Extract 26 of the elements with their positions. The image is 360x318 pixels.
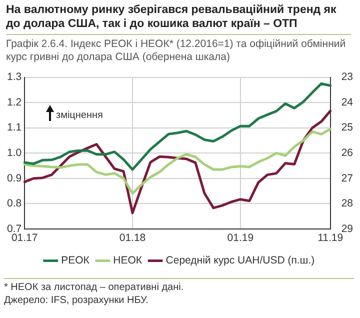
y2-tick-label: 29 (341, 222, 354, 235)
legend-label: РЕОК (61, 254, 90, 267)
annotation: зміцнення (56, 110, 103, 121)
x-tick-label: 01.19 (227, 232, 254, 244)
y2-tick-label: 26 (341, 146, 354, 159)
y-tick-label: 1.0 (6, 146, 22, 159)
y2-tick-label: 28 (341, 198, 354, 210)
y-tick-label: 1.1 (6, 122, 22, 134)
y2-tick-label: 23 (341, 71, 354, 84)
text: Джерело: IFS, розрахунки НБУ. (4, 295, 148, 306)
y-tick-label: 1.2 (6, 96, 22, 108)
chart-subtitle: Графік 2.6.4. Індекс РЕОК і НЕОК* (12.2016=1) та офіційний обмінний курс гривні до долара США (обернена шкала) (6, 38, 347, 64)
text: * НЕОК за листопад – оперативні дані. (4, 282, 184, 293)
y2-tick-label: 25 (341, 122, 354, 134)
x-tick-label: 01.17 (11, 232, 38, 244)
chart-title: На валютному ринку зберігався ревальваційний тренд як до долара США, так і до кошика валют країн – ОТП (6, 3, 351, 35)
legend-label: Середній курс UAH/USD (п.ш.) (166, 254, 315, 267)
y-tick-label: 0.8 (6, 198, 22, 210)
y-tick-label: 1.3 (6, 71, 22, 84)
legend-label: НЕОК (113, 254, 143, 267)
y2-tick-label: 27 (341, 172, 354, 184)
y-tick-label: 0.7 (6, 222, 22, 235)
y2-tick-label: 24 (341, 96, 354, 108)
x-tick-label: 11.19 (318, 232, 344, 244)
y-tick-label: 0.9 (6, 172, 22, 184)
x-tick-label: 01.18 (119, 232, 146, 244)
